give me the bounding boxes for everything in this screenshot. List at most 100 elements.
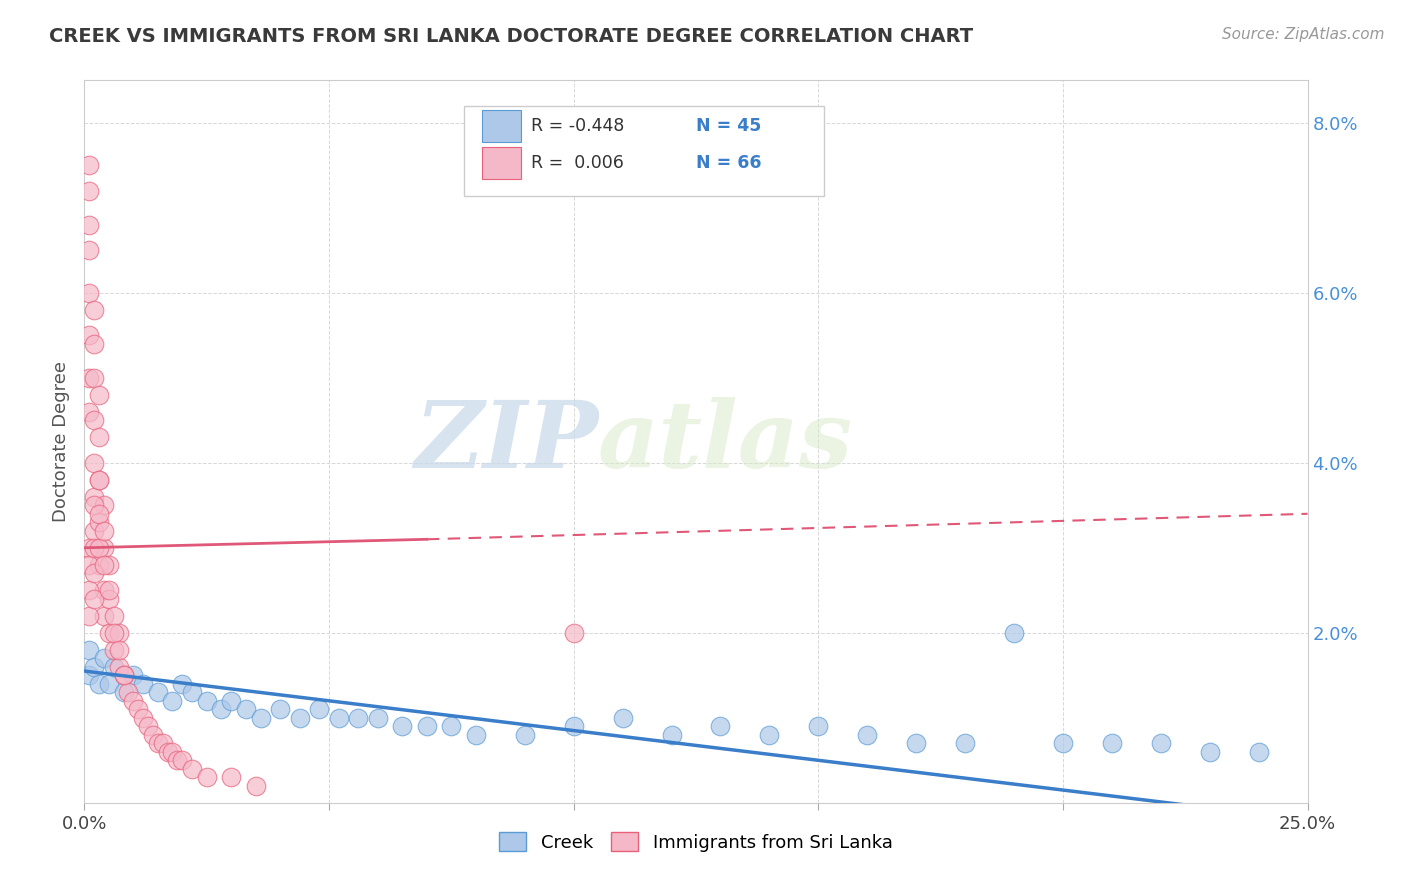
Point (347, 711, 370, 725)
Point (83, 524, 105, 538)
Point (112, 685, 135, 699)
Text: atlas: atlas (598, 397, 853, 486)
Point (416, 719, 439, 733)
Point (93, 498, 115, 512)
Point (132, 677, 155, 691)
Point (195, 770, 218, 784)
Point (83, 541, 105, 555)
FancyBboxPatch shape (482, 111, 522, 142)
Point (103, 642, 125, 657)
Point (219, 694, 242, 708)
Point (83, 660, 105, 674)
Point (112, 668, 135, 682)
Point (97, 677, 120, 691)
Point (328, 711, 350, 725)
Point (249, 711, 271, 725)
Point (83, 490, 105, 504)
Point (219, 770, 242, 784)
Point (807, 719, 830, 733)
Point (172, 677, 194, 691)
Point (87, 677, 110, 691)
Point (112, 668, 135, 682)
Point (661, 728, 683, 742)
Point (87, 388, 110, 402)
Point (77, 642, 100, 657)
Point (132, 711, 155, 725)
Point (77, 285, 100, 300)
Point (856, 728, 879, 742)
Text: N = 66: N = 66 (696, 153, 762, 172)
Point (122, 668, 145, 682)
Point (93, 558, 115, 572)
Point (77, 558, 100, 572)
Y-axis label: Doctorate Degree: Doctorate Degree (52, 361, 70, 522)
Point (83, 566, 105, 581)
Point (146, 736, 169, 750)
Point (562, 719, 585, 733)
Point (195, 694, 218, 708)
Point (181, 762, 204, 776)
Point (83, 336, 105, 351)
Point (87, 516, 110, 530)
Point (103, 660, 125, 674)
Point (1101, 736, 1123, 750)
Point (709, 719, 731, 733)
Point (77, 328, 100, 343)
Point (162, 694, 184, 708)
Point (93, 608, 115, 623)
Point (269, 702, 291, 716)
Point (146, 685, 169, 699)
Point (83, 498, 105, 512)
Text: R =  0.006: R = 0.006 (531, 153, 624, 172)
Point (97, 625, 120, 640)
Point (77, 158, 100, 172)
Point (1247, 745, 1270, 759)
Point (77, 608, 100, 623)
Point (93, 524, 115, 538)
Point (87, 507, 110, 521)
Point (77, 244, 100, 258)
Point (107, 625, 129, 640)
Point (1002, 625, 1025, 640)
Point (440, 719, 463, 733)
FancyBboxPatch shape (464, 105, 824, 196)
Point (83, 302, 105, 317)
Point (142, 728, 165, 742)
Point (513, 728, 536, 742)
Point (367, 711, 389, 725)
Point (87, 541, 110, 555)
Point (87, 430, 110, 444)
Point (162, 745, 184, 759)
Point (1150, 736, 1173, 750)
Point (83, 371, 105, 385)
Point (107, 642, 129, 657)
Point (166, 753, 188, 767)
Point (77, 218, 100, 232)
Point (77, 184, 100, 198)
Point (464, 728, 486, 742)
Point (1198, 745, 1220, 759)
Point (1052, 736, 1074, 750)
Point (87, 473, 110, 487)
Legend: Creek, Immigrants from Sri Lanka: Creek, Immigrants from Sri Lanka (492, 825, 900, 859)
Point (77, 371, 100, 385)
Text: R = -0.448: R = -0.448 (531, 118, 624, 136)
Point (77, 405, 100, 419)
Point (87, 558, 110, 572)
Point (83, 413, 105, 427)
Point (181, 685, 204, 699)
Text: ZIP: ZIP (413, 397, 598, 486)
Point (87, 473, 110, 487)
Point (83, 456, 105, 470)
Text: Source: ZipAtlas.com: Source: ZipAtlas.com (1222, 27, 1385, 42)
Point (172, 753, 194, 767)
FancyBboxPatch shape (482, 147, 522, 178)
Point (117, 685, 139, 699)
Point (391, 719, 413, 733)
Point (93, 541, 115, 555)
Point (209, 702, 232, 716)
Point (136, 719, 159, 733)
Point (97, 591, 120, 606)
Point (152, 736, 174, 750)
Point (77, 668, 100, 682)
